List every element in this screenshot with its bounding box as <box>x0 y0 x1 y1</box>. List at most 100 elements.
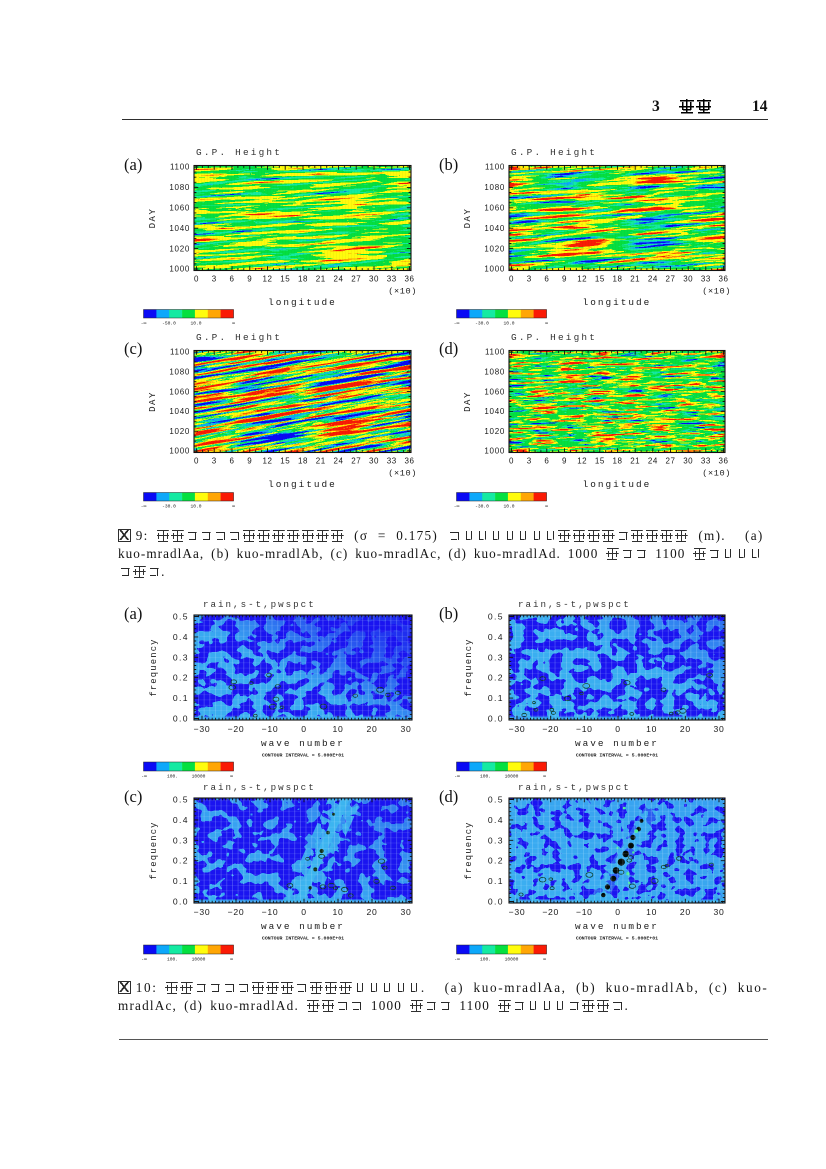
svg-text:10.0: 10.0 <box>190 321 201 327</box>
svg-text:-30.0: -30.0 <box>475 504 489 510</box>
svg-text:0.5: 0.5 <box>173 795 189 805</box>
svg-text:-∞: -∞ <box>141 322 147 327</box>
svg-text:33: 33 <box>387 457 397 466</box>
svg-text:∞: ∞ <box>232 505 235 510</box>
svg-text:12: 12 <box>577 275 587 284</box>
svg-text:1080: 1080 <box>484 183 505 192</box>
svg-text:∞: ∞ <box>545 505 548 510</box>
svg-text:36: 36 <box>719 457 729 466</box>
svg-text:wave number: wave number <box>261 738 345 749</box>
svg-text:15: 15 <box>595 457 605 466</box>
svg-text:1000: 1000 <box>484 265 505 274</box>
svg-text:-∞: -∞ <box>454 505 460 510</box>
svg-text:3: 3 <box>212 457 217 466</box>
svg-text:6: 6 <box>544 275 549 284</box>
svg-text:frequency: frequency <box>149 821 159 879</box>
svg-text:27: 27 <box>666 457 676 466</box>
svg-text:∞: ∞ <box>545 322 548 327</box>
svg-text:30: 30 <box>401 724 412 734</box>
svg-text:1100: 1100 <box>170 348 190 357</box>
svg-text:longitude: longitude <box>583 297 652 308</box>
svg-text:0.0: 0.0 <box>173 714 189 724</box>
svg-text:1080: 1080 <box>169 183 190 192</box>
svg-text:30: 30 <box>714 907 725 917</box>
svg-text:1040: 1040 <box>169 224 190 233</box>
svg-text:∞: ∞ <box>543 958 546 963</box>
svg-text:36: 36 <box>719 275 729 284</box>
svg-text:27: 27 <box>666 275 676 284</box>
svg-text:0.3: 0.3 <box>488 835 504 845</box>
svg-text:0: 0 <box>615 907 620 917</box>
svg-text:DAY: DAY <box>148 208 158 229</box>
svg-text:3: 3 <box>527 457 532 466</box>
svg-text:21: 21 <box>316 275 326 284</box>
svg-text:10000: 10000 <box>192 957 206 963</box>
svg-text:-∞: -∞ <box>141 958 147 963</box>
svg-text:10000: 10000 <box>505 957 519 963</box>
svg-text:G.P. Height: G.P. Height <box>511 147 597 158</box>
svg-text:1080: 1080 <box>484 368 505 377</box>
svg-text:18: 18 <box>613 275 623 284</box>
svg-text:1020: 1020 <box>484 427 505 436</box>
svg-text:-∞: -∞ <box>141 505 147 510</box>
svg-text:1020: 1020 <box>169 427 190 436</box>
svg-text:0.1: 0.1 <box>173 876 189 886</box>
svg-text:DAY: DAY <box>463 208 473 229</box>
svg-text:0.2: 0.2 <box>488 673 504 683</box>
svg-text:1040: 1040 <box>484 224 505 233</box>
svg-text:−20: −20 <box>542 724 559 734</box>
svg-text:CONTOUR INTERVAL = 5.000E+01: CONTOUR INTERVAL = 5.000E+01 <box>576 753 658 759</box>
svg-text:30: 30 <box>714 724 725 734</box>
svg-text:-∞: -∞ <box>454 958 460 963</box>
svg-text:0: 0 <box>615 724 620 734</box>
svg-text:1100: 1100 <box>485 348 505 357</box>
svg-text:1060: 1060 <box>484 204 505 213</box>
svg-text:10: 10 <box>646 724 657 734</box>
svg-text:100.: 100. <box>480 957 491 963</box>
svg-text:−20: −20 <box>542 907 559 917</box>
svg-text:G.P. Height: G.P. Height <box>511 332 597 343</box>
svg-text:9: 9 <box>562 275 567 284</box>
svg-text:-30.0: -30.0 <box>475 321 489 327</box>
svg-text:33: 33 <box>701 457 711 466</box>
svg-text:∞: ∞ <box>230 958 233 963</box>
svg-text:10: 10 <box>333 724 344 734</box>
svg-text:0.4: 0.4 <box>173 815 189 825</box>
svg-text:6: 6 <box>544 457 549 466</box>
svg-text:(×10): (×10) <box>388 469 417 479</box>
svg-text:6: 6 <box>230 457 235 466</box>
svg-text:∞: ∞ <box>543 775 546 780</box>
svg-text:-50.0: -50.0 <box>162 321 176 327</box>
svg-text:1040: 1040 <box>169 407 190 416</box>
svg-text:0: 0 <box>194 457 199 466</box>
svg-text:0.5: 0.5 <box>488 795 504 805</box>
svg-text:-∞: -∞ <box>454 775 460 780</box>
svg-text:1100: 1100 <box>170 163 190 172</box>
svg-text:1060: 1060 <box>169 387 190 396</box>
svg-text:20: 20 <box>367 724 378 734</box>
svg-text:−30: −30 <box>509 724 526 734</box>
svg-text:15: 15 <box>280 275 290 284</box>
svg-text:−10: −10 <box>262 907 279 917</box>
svg-text:100.: 100. <box>167 957 178 963</box>
svg-text:10: 10 <box>646 907 657 917</box>
svg-text:0.3: 0.3 <box>488 652 504 662</box>
svg-text:0.0: 0.0 <box>488 714 504 724</box>
svg-text:3: 3 <box>527 275 532 284</box>
svg-text:0.3: 0.3 <box>173 652 189 662</box>
svg-text:6: 6 <box>230 275 235 284</box>
svg-text:frequency: frequency <box>464 821 474 879</box>
svg-text:0.4: 0.4 <box>173 632 189 642</box>
svg-text:−20: −20 <box>228 907 245 917</box>
svg-text:0.4: 0.4 <box>488 632 504 642</box>
svg-text:33: 33 <box>387 275 397 284</box>
svg-text:1080: 1080 <box>169 368 190 377</box>
svg-text:21: 21 <box>630 275 640 284</box>
svg-text:27: 27 <box>351 275 361 284</box>
svg-text:10.0: 10.0 <box>503 504 514 510</box>
svg-text:−10: −10 <box>576 907 593 917</box>
svg-text:9: 9 <box>247 275 252 284</box>
svg-text:longitude: longitude <box>583 479 652 490</box>
svg-text:24: 24 <box>648 457 658 466</box>
svg-text:0: 0 <box>509 275 514 284</box>
